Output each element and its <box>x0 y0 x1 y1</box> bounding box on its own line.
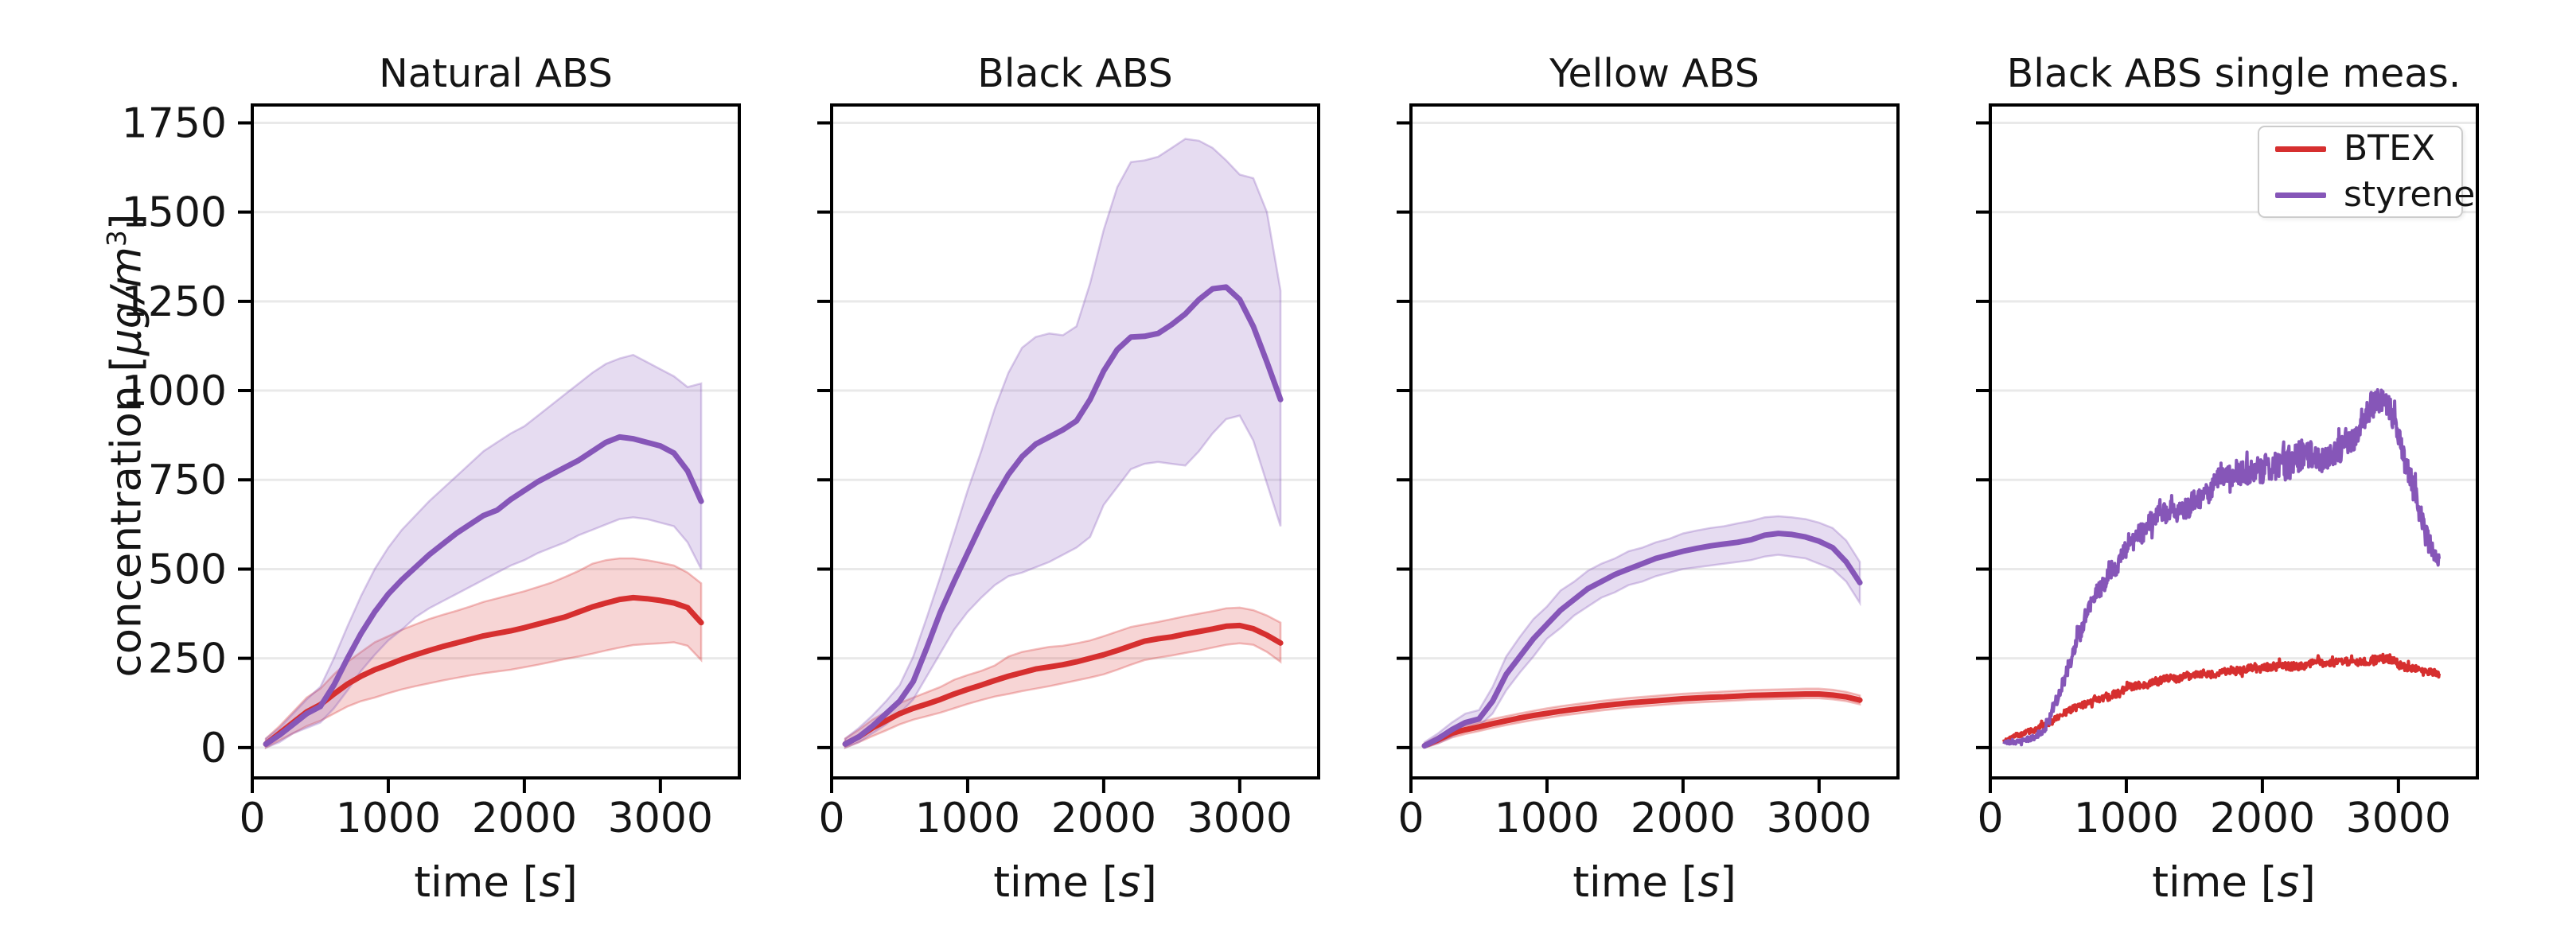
y-tick-label-1250: 1250 <box>122 278 227 326</box>
y-tick-label-250: 250 <box>148 636 227 683</box>
legend-label-styrene: styrene <box>2344 174 2476 215</box>
band-btex <box>264 557 703 749</box>
band-styrene <box>844 138 1282 749</box>
y-axis-label-prefix: concentration [ <box>102 355 151 678</box>
x-tick-label-3000: 3000 <box>1187 795 1292 842</box>
y-axis-label-suffix: ] <box>102 213 151 231</box>
x-tick-label-2000: 2000 <box>472 795 577 842</box>
x-tick-label-0: 0 <box>1977 795 2003 842</box>
y-tick-label-750: 750 <box>148 457 227 504</box>
y-axis-label-superscript: 3 <box>101 230 132 247</box>
x-label-suffix: ] <box>561 858 578 907</box>
styrene-line-sample-icon <box>2275 192 2326 198</box>
band-btex <box>844 606 1282 749</box>
subplot-3: 0 1000 2000 3000 <box>1976 103 2479 842</box>
subplot-title-black-abs-single: Black ABS single meas. <box>2006 51 2461 96</box>
subplot-title-natural-abs: Natural ABS <box>379 51 613 96</box>
x-axis-label-3: time [s] <box>1411 855 1898 911</box>
subplot-2: 0 1000 2000 3000 <box>1397 103 1900 842</box>
x-axis-label-2: time [s] <box>832 855 1319 911</box>
axes-box <box>251 103 741 780</box>
legend: BTEX styrene <box>2258 126 2475 218</box>
x-label-prefix: time [ <box>2152 858 2278 907</box>
x-label-s: s <box>2277 858 2300 907</box>
x-label-s: s <box>1697 858 1721 907</box>
y-axis-label-unit: μg/m <box>102 247 151 356</box>
axes-box <box>1989 103 2479 780</box>
axes-box <box>1409 103 1900 780</box>
noisy-line-btex <box>2002 652 2442 744</box>
y-axis-label: concentration [μg/m3] <box>92 143 151 748</box>
x-label-prefix: time [ <box>414 858 540 907</box>
x-tick-label-2000: 2000 <box>2210 795 2315 842</box>
noisy-line-styrene <box>2002 388 2442 747</box>
subplot-1: 0 1000 2000 3000 <box>817 103 1320 842</box>
mean-line-btex <box>1421 691 1863 749</box>
x-tick-label-3000: 3000 <box>1767 795 1872 842</box>
x-tick-label-2000: 2000 <box>1631 795 1736 842</box>
x-tick-label-1000: 1000 <box>2074 795 2179 842</box>
mean-line-btex <box>263 594 704 747</box>
x-tick-label-3000: 3000 <box>608 795 713 842</box>
y-tick-label-500: 500 <box>148 546 227 593</box>
x-tick-label-2000: 2000 <box>1051 795 1156 842</box>
mean-line-btex <box>842 622 1284 747</box>
x-label-suffix: ] <box>2299 858 2316 907</box>
x-tick-label-3000: 3000 <box>2346 795 2451 842</box>
legend-item-styrene: styrene <box>2267 177 2475 212</box>
x-tick-label-1000: 1000 <box>915 795 1020 842</box>
x-label-prefix: time [ <box>1572 858 1698 907</box>
mean-line-styrene <box>263 434 704 747</box>
mean-line-styrene <box>1421 531 1863 749</box>
mean-line-styrene <box>842 284 1284 747</box>
x-label-suffix: ] <box>1140 858 1157 907</box>
y-tick-label-1750: 1750 <box>122 99 227 147</box>
x-label-s: s <box>1118 858 1141 907</box>
band-styrene <box>1423 515 1861 749</box>
y-tick-label-1000: 1000 <box>122 367 227 415</box>
y-tick-label-0: 0 <box>201 725 227 772</box>
legend-item-btex: BTEX <box>2267 131 2453 166</box>
x-tick-label-0: 0 <box>818 795 844 842</box>
x-label-suffix: ] <box>1720 858 1736 907</box>
x-axis-label-1: time [s] <box>252 855 739 911</box>
x-label-s: s <box>539 858 562 907</box>
y-tick-label-1500: 1500 <box>122 189 227 237</box>
subplot-0: 0 1000 2000 3000 0 250 500 750 1000 1250 1500 1750 <box>122 99 741 842</box>
x-tick-label-1000: 1000 <box>336 795 441 842</box>
btex-line-sample-icon <box>2275 146 2326 152</box>
x-axis-label-4: time [s] <box>1990 855 2477 911</box>
subplot-title-black-abs: Black ABS <box>977 51 1173 96</box>
x-tick-label-1000: 1000 <box>1495 795 1600 842</box>
axes-box <box>830 103 1320 780</box>
x-label-prefix: time [ <box>993 858 1119 907</box>
x-tick-label-0: 0 <box>1397 795 1424 842</box>
x-tick-label-0: 0 <box>239 795 265 842</box>
subplot-title-yellow-abs: Yellow ABS <box>1549 51 1760 96</box>
legend-label-btex: BTEX <box>2344 128 2436 169</box>
